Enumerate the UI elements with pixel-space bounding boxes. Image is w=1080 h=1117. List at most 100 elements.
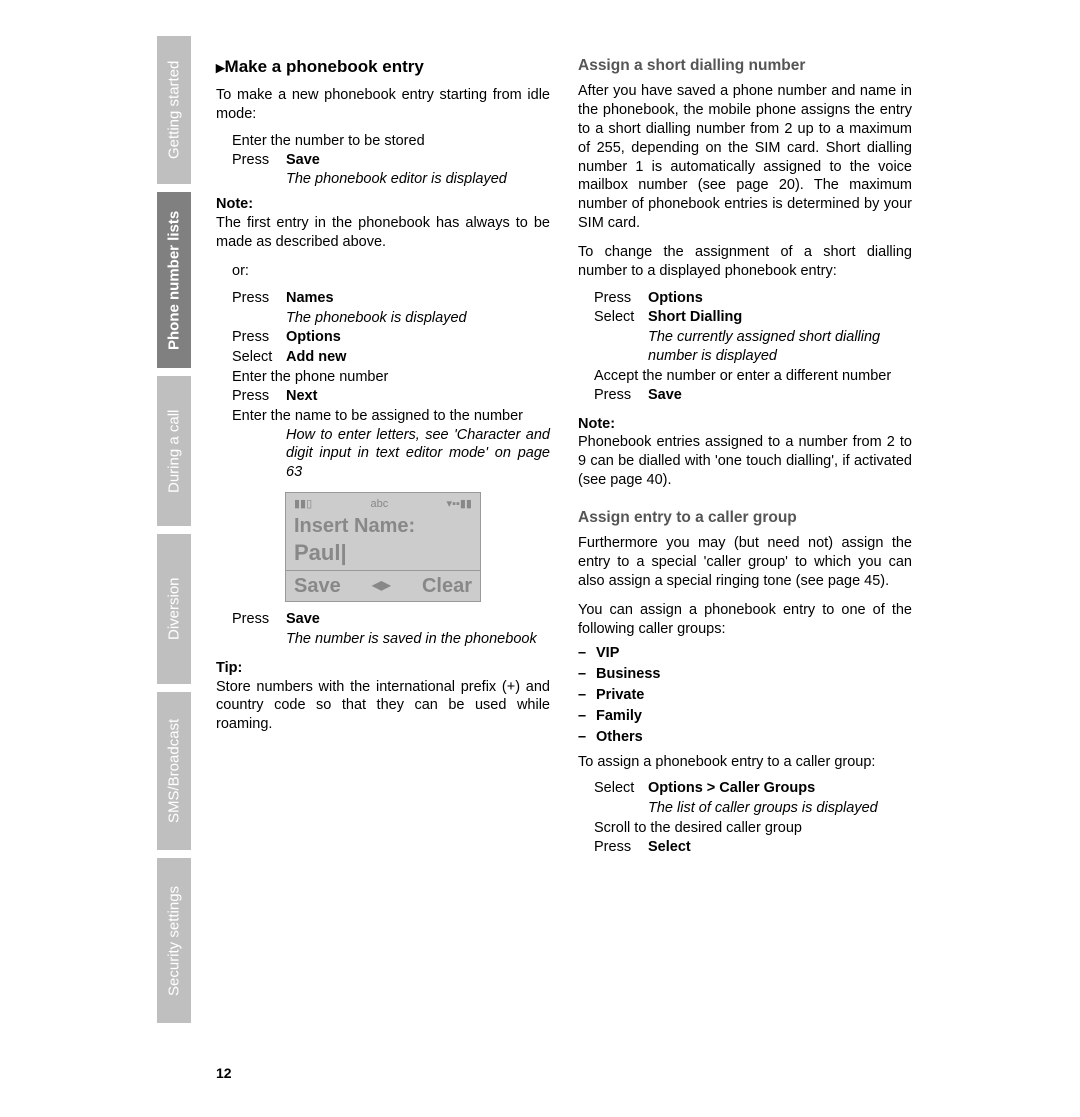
paragraph: To change the assignment of a short dial… <box>578 243 912 281</box>
instr-value: Short Dialling <box>648 308 912 327</box>
screen-prompt: Insert Name: <box>294 513 472 539</box>
phone-softkeys: Save ◀▶ Clear <box>285 571 481 602</box>
instr-action: Select <box>594 308 648 327</box>
instr-result: How to enter letters, see 'Character and… <box>286 426 550 483</box>
list-item-label: Others <box>596 728 643 747</box>
instr-spacer <box>594 328 648 366</box>
tab-phone-number-lists[interactable]: Phone number lists <box>157 192 191 368</box>
instr-result: The number is saved in the phonebook <box>286 630 550 649</box>
instr-row: Press Names <box>232 289 550 308</box>
instr-action: Press <box>232 610 286 629</box>
page-number: 12 <box>216 1065 232 1081</box>
list-item: –Private <box>578 686 912 705</box>
phone-illustration: ▮▮▯ abc ▾▪▪▮▮ Insert Name: Paul| Save ◀▶… <box>285 492 481 602</box>
instr-value: Options <box>286 328 550 347</box>
screen-input: Paul| <box>294 539 472 568</box>
list-item-label: VIP <box>596 644 619 663</box>
instr-row: Press Options <box>594 289 912 308</box>
instr-spacer <box>232 170 286 189</box>
softkey-right: Clear <box>422 573 472 599</box>
instr-line: Scroll to the desired caller group <box>594 819 912 838</box>
instr-value: Options > Caller Groups <box>648 779 912 798</box>
instr-value: Save <box>648 386 912 405</box>
list-item: –Family <box>578 707 912 726</box>
instr-spacer <box>232 426 286 483</box>
list-item-label: Business <box>596 665 660 684</box>
instr-value: Add new <box>286 348 550 367</box>
instr-action: Press <box>232 328 286 347</box>
instruction-block: Select Options > Caller Groups The list … <box>594 779 912 856</box>
instruction-block: Press Options Select Short Dialling The … <box>594 289 912 405</box>
instr-value: Names <box>286 289 550 308</box>
instruction-block: Press Names The phonebook is displayed P… <box>232 289 550 482</box>
note-label: Note: <box>216 195 550 214</box>
instr-action: Press <box>232 387 286 406</box>
instr-spacer <box>594 799 648 818</box>
heading-text: Make a phonebook entry <box>225 57 424 76</box>
instr-row: Select Add new <box>232 348 550 367</box>
instr-row: The currently assigned short dialling nu… <box>594 328 912 366</box>
or-text: or: <box>232 262 550 281</box>
note-text: The first entry in the phonebook has alw… <box>216 214 550 252</box>
tab-diversion[interactable]: Diversion <box>157 534 191 684</box>
instr-action: Press <box>594 289 648 308</box>
instr-line: Enter the name to be assigned to the num… <box>232 407 550 426</box>
instr-row: Press Save <box>232 151 550 170</box>
right-column: Assign a short dialling number After you… <box>578 56 912 863</box>
bullet-icon: – <box>578 644 596 663</box>
instr-row: How to enter letters, see 'Character and… <box>232 426 550 483</box>
bullet-icon: – <box>578 707 596 726</box>
instr-action: Select <box>594 779 648 798</box>
paragraph: After you have saved a phone number and … <box>578 82 912 233</box>
bullet-icon: – <box>578 686 596 705</box>
instr-action: Press <box>232 151 286 170</box>
instr-result: The currently assigned short dialling nu… <box>648 328 912 366</box>
nav-arrows-icon: ◀▶ <box>372 578 390 594</box>
instr-row: Press Select <box>594 838 912 857</box>
caller-groups-list: –VIP –Business –Private –Family –Others <box>578 644 912 746</box>
tip-text: Store numbers with the international pre… <box>216 678 550 735</box>
section-heading: ▸Make a phonebook entry <box>216 56 550 78</box>
tab-during-a-call[interactable]: During a call <box>157 376 191 526</box>
tip-label: Tip: <box>216 659 550 678</box>
tab-security-settings[interactable]: Security settings <box>157 858 191 1023</box>
signal-icon: ▾▪▪▮▮ <box>447 497 472 511</box>
instr-row: Press Next <box>232 387 550 406</box>
battery-icon: ▮▮▯ <box>294 497 312 511</box>
list-item: –VIP <box>578 644 912 663</box>
list-item: –Business <box>578 665 912 684</box>
note-label: Note: <box>578 415 912 434</box>
instr-row: The list of caller groups is displayed <box>594 799 912 818</box>
paragraph: You can assign a phonebook entry to one … <box>578 601 912 639</box>
instr-value: Options <box>648 289 912 308</box>
phone-screen: ▮▮▯ abc ▾▪▪▮▮ Insert Name: Paul| <box>285 492 481 571</box>
list-item-label: Family <box>596 707 642 726</box>
instr-spacer <box>232 309 286 328</box>
tab-sms-broadcast[interactable]: SMS/Broadcast <box>157 692 191 850</box>
subheading: Assign entry to a caller group <box>578 508 912 528</box>
instr-row: Select Short Dialling <box>594 308 912 327</box>
instr-value: Select <box>648 838 912 857</box>
instr-row: The phonebook is displayed <box>232 309 550 328</box>
instr-line: Enter the number to be stored <box>232 132 550 151</box>
list-item-label: Private <box>596 686 644 705</box>
instr-row: Select Options > Caller Groups <box>594 779 912 798</box>
instruction-block: Press Save The number is saved in the ph… <box>232 610 550 649</box>
bullet-icon: – <box>578 728 596 747</box>
instr-row: The number is saved in the phonebook <box>232 630 550 649</box>
tab-getting-started[interactable]: Getting started <box>157 36 191 184</box>
instr-value: Next <box>286 387 550 406</box>
page-content: ▸Make a phonebook entry To make a new ph… <box>216 56 916 863</box>
bullet-icon: – <box>578 665 596 684</box>
instr-result: The phonebook editor is displayed <box>286 170 550 189</box>
instruction-block: Enter the number to be stored Press Save… <box>232 132 550 190</box>
left-column: ▸Make a phonebook entry To make a new ph… <box>216 56 550 863</box>
subheading: Assign a short dialling number <box>578 56 912 76</box>
paragraph: Furthermore you may (but need not) assig… <box>578 534 912 591</box>
paragraph: To assign a phonebook entry to a caller … <box>578 753 912 772</box>
instr-row: Press Save <box>594 386 912 405</box>
sidebar-tabs: Getting started Phone number lists Durin… <box>157 36 191 1023</box>
instr-line: Accept the number or enter a different n… <box>594 367 912 386</box>
note-text: Phonebook entries assigned to a number f… <box>578 433 912 490</box>
instr-result: The phonebook is displayed <box>286 309 550 328</box>
